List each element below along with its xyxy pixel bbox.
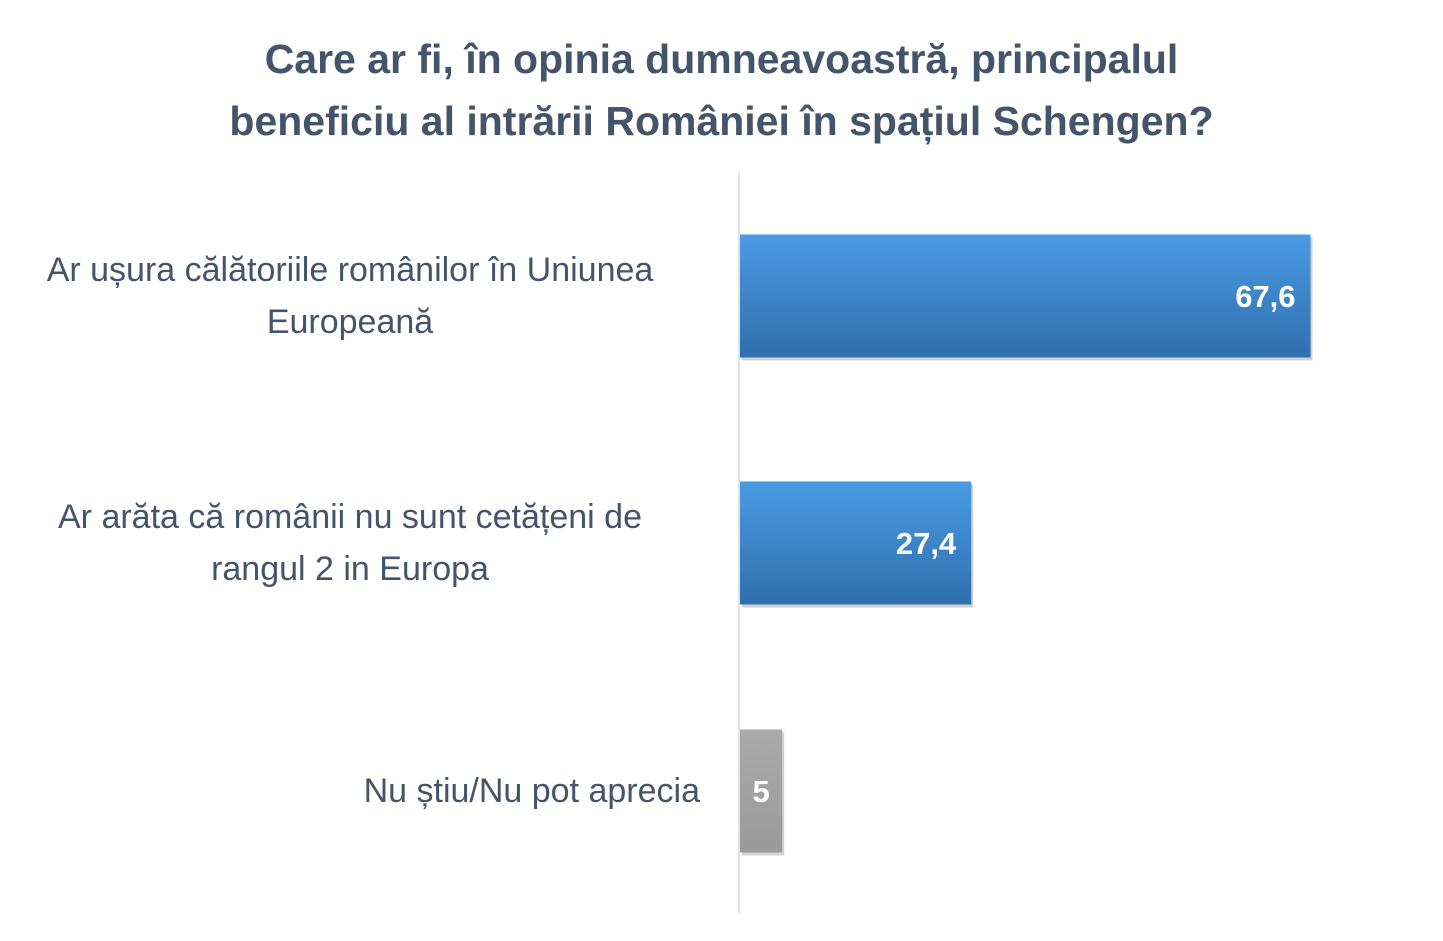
- category-label: Ar ușura călătoriile românilor în Uniune…: [0, 244, 700, 348]
- category-label-line: rangul 2 in Europa: [211, 550, 489, 588]
- category-label: Nu știu/Nu pot aprecia: [0, 765, 700, 817]
- bar: [740, 481, 972, 605]
- bar: [740, 234, 1311, 358]
- bar-value-label: 5: [752, 774, 769, 809]
- category-label-line: Ar ușura călătoriile românilor în Uniune…: [46, 251, 654, 289]
- bar: [740, 729, 783, 853]
- category-label-line: Ar arăta că românii nu sunt cetățeni de: [58, 498, 642, 536]
- category-label-line: Nu știu/Nu pot aprecia: [363, 772, 700, 810]
- bar-value-label: 27,4: [896, 526, 957, 561]
- category-label: Ar arăta că românii nu sunt cetățeni de r…: [0, 491, 700, 595]
- chart-title-line: Care ar fi, în opinia dumneavoastră, pri…: [264, 36, 1179, 82]
- category-label-line: Europeană: [266, 303, 434, 341]
- bar-value-label: 67,6: [1235, 279, 1295, 314]
- chart-title: Care ar fi, în opinia dumneavoastră, pri…: [0, 28, 1443, 152]
- chart-title-line: beneficiu al intrării României în spațiu…: [229, 98, 1214, 144]
